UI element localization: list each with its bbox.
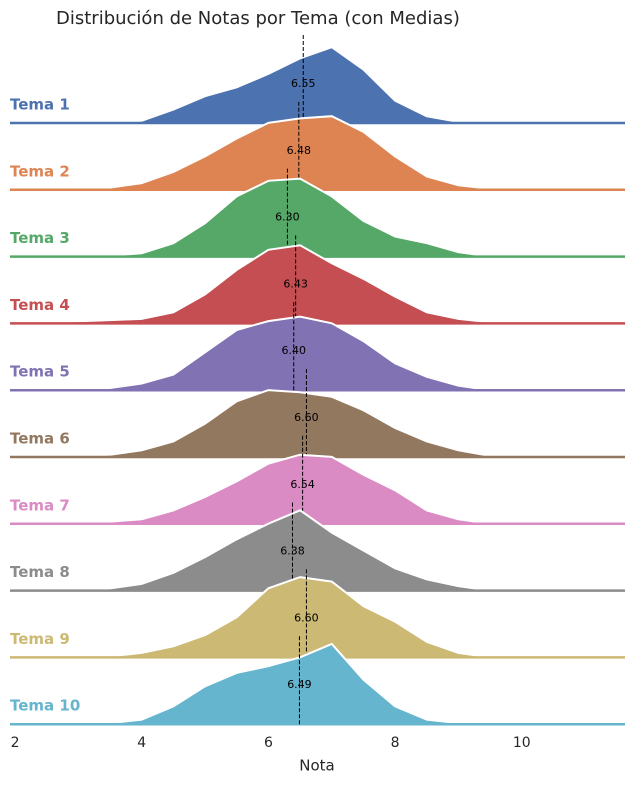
- mean-label: 6.43: [283, 277, 308, 290]
- ridge-area: [15, 178, 617, 257]
- ridge-area: [15, 454, 617, 524]
- ridge-label: Tema 5: [10, 363, 70, 381]
- mean-label: 6.48: [287, 144, 312, 157]
- ridge-label: Tema 3: [10, 229, 70, 247]
- ridge-label: Tema 7: [10, 496, 70, 514]
- x-tick-label: 2: [11, 735, 20, 751]
- x-tick-label: 4: [137, 735, 146, 751]
- ridge-label: Tema 1: [10, 96, 70, 114]
- x-tick-label: 10: [513, 735, 531, 751]
- ridge-label: Tema 9: [10, 630, 70, 648]
- ridge-label: Tema 6: [10, 430, 70, 448]
- ridge-area: [15, 116, 617, 190]
- mean-label: 6.40: [281, 344, 306, 357]
- ridge-area: [15, 316, 617, 391]
- x-tick-label: 6: [264, 735, 273, 751]
- ridge-label: Tema 2: [10, 162, 70, 180]
- ridge-area: [15, 643, 617, 725]
- chart-title: Distribución de Notas por Tema (con Medi…: [56, 8, 460, 29]
- mean-label: 6.30: [275, 211, 300, 224]
- ridge-area: [15, 245, 617, 324]
- mean-label: 6.60: [294, 611, 319, 624]
- ridge-area: [15, 577, 617, 658]
- ridge-area: [15, 47, 617, 124]
- mean-label: 6.54: [290, 478, 315, 491]
- mean-label: 6.60: [294, 411, 319, 424]
- mean-label: 6.55: [291, 77, 316, 90]
- mean-label: 6.38: [280, 545, 305, 558]
- ridge-label: Tema 8: [10, 563, 70, 581]
- ridge-area: [15, 390, 617, 457]
- ridge-area: [15, 510, 617, 591]
- mean-label: 6.49: [287, 678, 312, 691]
- x-tick-label: 8: [391, 735, 400, 751]
- ridge-label: Tema 10: [10, 697, 80, 715]
- x-axis-label: Nota: [299, 757, 334, 775]
- ridge-label: Tema 4: [10, 296, 70, 314]
